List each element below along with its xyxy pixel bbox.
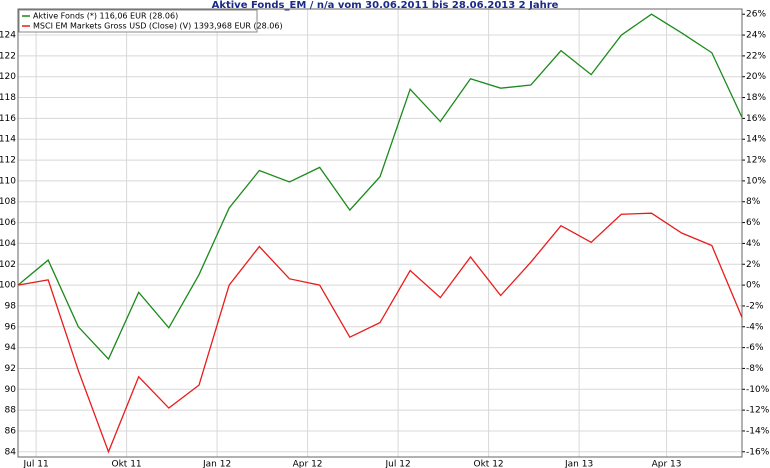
y-tick-label: 100 bbox=[0, 281, 16, 291]
y2-tick-label: 26% bbox=[746, 10, 766, 20]
y2-tick-label: -12% bbox=[746, 406, 770, 416]
x-tick-label: Okt 11 bbox=[112, 460, 142, 468]
y2-tick-label: 22% bbox=[746, 51, 766, 61]
y2-tick-label: -14% bbox=[746, 426, 770, 436]
legend: Aktive Fonds (*) 116,06 EUR (28.06)MSCI … bbox=[18, 9, 283, 33]
y-tick-label: 110 bbox=[0, 176, 16, 186]
y-tick-label: 90 bbox=[5, 385, 17, 395]
y2-tick-label: -6% bbox=[746, 343, 764, 353]
y-tick-label: 112 bbox=[0, 156, 16, 166]
y-tick-label: 104 bbox=[0, 239, 16, 249]
y-tick-label: 118 bbox=[0, 93, 16, 103]
y-tick-label: 94 bbox=[5, 343, 17, 353]
y2-tick-label: -8% bbox=[746, 364, 764, 374]
y2-tick-label: 0% bbox=[746, 281, 761, 291]
y-tick-label: 114 bbox=[0, 135, 16, 145]
chart-title: Aktive Fonds_EM / n/a vom 30.06.2011 bis… bbox=[212, 0, 559, 11]
series-line bbox=[17, 212, 743, 454]
y-tick-label: 84 bbox=[5, 447, 17, 457]
y2-tick-label: -16% bbox=[746, 447, 770, 457]
legend-label: MSCI EM Markets Gross USD (Close) (V) 13… bbox=[33, 22, 283, 31]
y2-tick-label: -4% bbox=[746, 322, 764, 332]
y2-tick-label: -2% bbox=[746, 301, 764, 311]
y-tick-label: 86 bbox=[5, 426, 17, 436]
y2-tick-label: -10% bbox=[746, 385, 770, 395]
y2-tick-label: 6% bbox=[746, 218, 761, 228]
y2-tick-label: 20% bbox=[746, 72, 766, 82]
y-tick-label: 92 bbox=[5, 364, 16, 374]
x-tick-label: Jul 11 bbox=[23, 460, 49, 468]
y-tick-label: 124 bbox=[0, 31, 16, 41]
legend-label: Aktive Fonds (*) 116,06 EUR (28.06) bbox=[33, 12, 178, 21]
y2-tick-label: 2% bbox=[746, 260, 761, 270]
x-tick-label: Jul 12 bbox=[385, 460, 411, 468]
y2-tick-label: 24% bbox=[746, 31, 766, 41]
y2-tick-label: 14% bbox=[746, 135, 766, 145]
y2-tick-label: 18% bbox=[746, 93, 766, 103]
series-line bbox=[17, 13, 743, 361]
y2-tick-label: 8% bbox=[746, 197, 761, 207]
y-tick-label: 108 bbox=[0, 197, 16, 207]
legend-box bbox=[18, 9, 258, 33]
y-tick-label: 116 bbox=[0, 114, 16, 124]
y-tick-label: 122 bbox=[0, 51, 16, 61]
x-tick-label: Jan 13 bbox=[564, 460, 593, 468]
y-tick-label: 120 bbox=[0, 72, 16, 82]
plot-frame bbox=[17, 8, 743, 458]
y2-tick-label: 12% bbox=[746, 156, 766, 166]
y-tick-label: 88 bbox=[5, 406, 17, 416]
y-tick-label: 98 bbox=[5, 301, 17, 311]
x-tick-label: Okt 12 bbox=[474, 460, 504, 468]
x-tick-label: Apr 13 bbox=[652, 460, 682, 468]
y2-tick-label: 10% bbox=[746, 176, 766, 186]
x-tick-label: Jan 12 bbox=[202, 460, 231, 468]
y2-tick-label: 16% bbox=[746, 114, 766, 124]
y-tick-label: 96 bbox=[5, 322, 17, 332]
x-tick-label: Apr 12 bbox=[293, 460, 323, 468]
y-tick-label: 102 bbox=[0, 260, 16, 270]
y2-tick-label: 4% bbox=[746, 239, 761, 249]
y-tick-label: 106 bbox=[0, 218, 16, 228]
